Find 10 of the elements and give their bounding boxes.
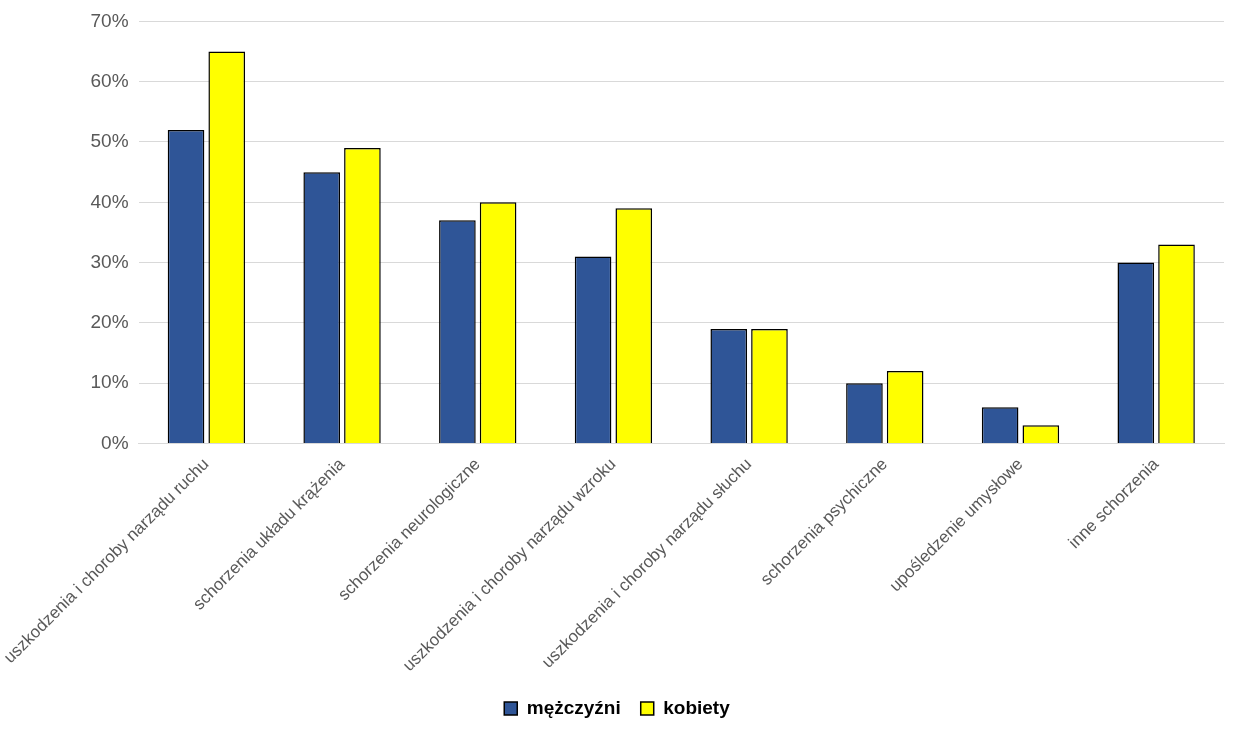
legend-label: mężczyźni [526,696,621,718]
y-tick-label: 10% [90,371,129,393]
y-tick-label: 20% [90,311,129,333]
y-tick-label: 40% [90,190,129,212]
y-tick-label: 50% [90,130,129,152]
y-tick-label: 30% [90,250,129,272]
legend-label: kobiety [663,696,731,718]
y-tick-label: 60% [90,69,129,91]
y-tick-label: 0% [101,431,129,453]
y-tick-label: 70% [90,9,129,31]
